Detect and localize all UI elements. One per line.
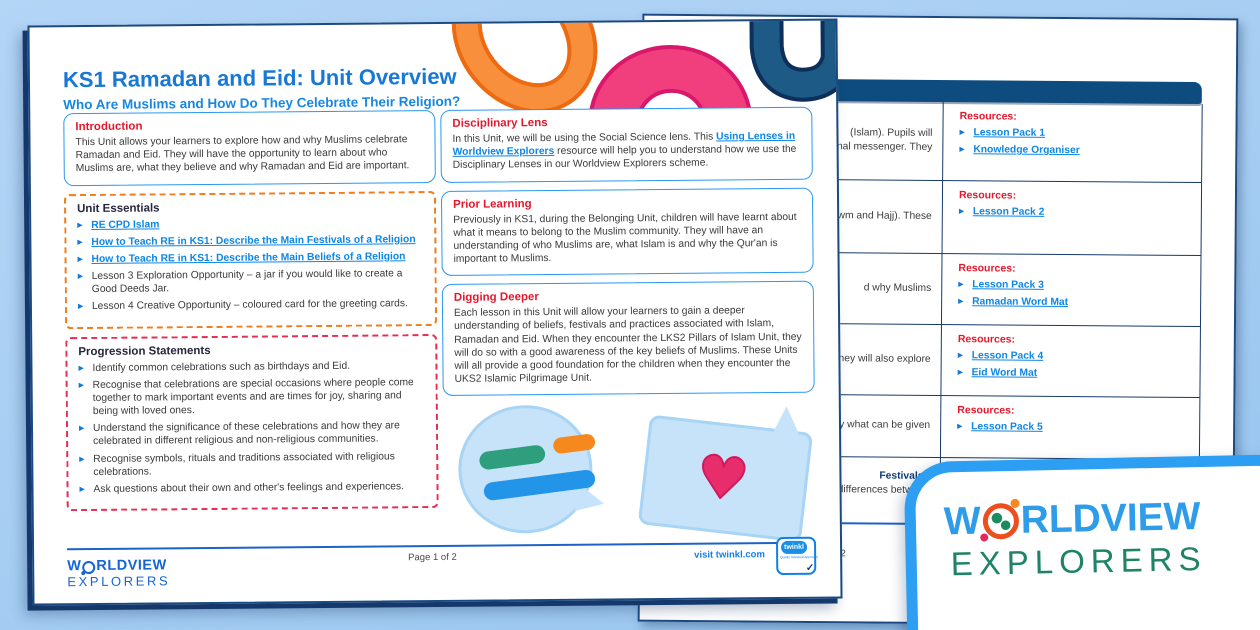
bullet-arrow-icon [78, 300, 92, 313]
disciplinary-lens-box: Disciplinary Lens In this Unit, we will … [440, 106, 813, 183]
logo-text: RLDVIEW [1020, 495, 1201, 542]
visit-twinkl-link[interactable]: visit twinkl.com [694, 549, 765, 561]
bullet-arrow-icon [78, 270, 92, 296]
introduction-box: Introduction This Unit allows your learn… [63, 109, 436, 186]
bullet-arrow-icon [79, 422, 93, 448]
progression-statements-box: Progression Statements Identify common c… [65, 333, 439, 512]
page-title: KS1 Ramadan and Eid: Unit Overview [62, 63, 457, 93]
lesson-text-fragment: (Islam). Pupils will [850, 126, 933, 139]
resources-label: Resources: [957, 404, 1015, 417]
worldview-explorers-card: W RLDVIEW EXPLORERS [903, 453, 1260, 630]
logo-text: RLDVIEW [96, 557, 167, 574]
heart-message-illustration [637, 404, 814, 543]
resources-cell: Resources: Lesson Pack 5 [941, 396, 1199, 459]
bullet-arrow-icon [78, 362, 92, 375]
progression-item: Identify common celebrations such as bir… [92, 360, 351, 374]
checkmark-icon [806, 563, 814, 574]
bubble-tail [772, 404, 809, 441]
essential-link[interactable]: RE CPD Islam [91, 218, 160, 231]
bullet-arrow-icon [77, 253, 91, 266]
logo-text: W [943, 499, 982, 544]
unit-essentials-box: Unit Essentials RE CPD Islam How to Teac… [63, 190, 438, 329]
resources-label: Resources: [958, 262, 1016, 275]
bullet-arrow-icon [77, 236, 91, 249]
bullet-arrow-icon [957, 420, 971, 433]
resource-link[interactable]: Knowledge Organiser [973, 144, 1080, 157]
introduction-body: This Unit allows your learners to explor… [75, 134, 410, 175]
resources-cell: Resources: Lesson Pack 3 Ramadan Word Ma… [942, 254, 1201, 326]
essential-item: Lesson 3 Exploration Opportunity – a jar… [91, 268, 403, 296]
resources-label: Resources: [957, 333, 1016, 346]
progression-heading: Progression Statements [78, 344, 211, 358]
bullet-arrow-icon [958, 278, 972, 291]
logo-text: EXPLORERS [67, 573, 171, 590]
resources-label: Resources: [959, 110, 1017, 123]
resource-link[interactable]: Eid Word Mat [971, 367, 1038, 379]
resources-cell: Resources: Lesson Pack 1 Knowledge Organ… [943, 102, 1202, 182]
logo-text: W [67, 558, 82, 575]
resources-label: Resources: [958, 189, 1017, 202]
document-page-1: KS1 Ramadan and Eid: Unit Overview Who A… [27, 18, 843, 606]
bubble-tail [574, 486, 607, 519]
digging-deeper-heading: Digging Deeper [453, 291, 539, 305]
essential-item: Lesson 4 Creative Opportunity – coloured… [91, 298, 408, 313]
prior-learning-box: Prior Learning Previously in KS1, during… [440, 187, 814, 277]
bullet-arrow-icon [959, 143, 973, 156]
lesson-text-fragment: d why Muslims [863, 282, 932, 294]
bullet-arrow-icon [79, 453, 93, 479]
lesson-text-fragment: . They will also explore [826, 352, 931, 365]
unit-essentials-heading: Unit Essentials [77, 201, 160, 215]
worldview-explorers-logo-small: W RLDVIEW EXPLORERS [67, 557, 170, 589]
disciplinary-body-pre: In this Unit, we will be using the Socia… [452, 131, 717, 145]
twinkl-logo: twinkl [781, 540, 808, 554]
logo-line-worldview: W RLDVIEW [943, 495, 1201, 544]
speech-bubble-illustration [457, 404, 607, 534]
resource-link[interactable]: Lesson Pack 1 [973, 127, 1046, 139]
bullet-arrow-icon [77, 219, 91, 232]
disciplinary-body: In this Unit, we will be using the Socia… [452, 130, 800, 173]
resource-link[interactable]: Lesson Pack 2 [972, 206, 1045, 218]
disciplinary-heading: Disciplinary Lens [452, 117, 548, 130]
bullet-arrow-icon [79, 483, 93, 496]
logo-line-explorers: EXPLORERS [950, 539, 1207, 583]
essential-link[interactable]: How to Teach RE in KS1: Describe the Mai… [91, 251, 406, 265]
resource-link[interactable]: Lesson Pack 3 [972, 279, 1044, 291]
right-column: Disciplinary Lens In this Unit, we will … [440, 106, 815, 404]
globe-icon [982, 502, 1020, 540]
bullet-arrow-icon [958, 295, 972, 308]
bullet-arrow-icon [79, 379, 93, 419]
lesson-text-fragment: awm and Hajj). These [831, 209, 932, 222]
left-column: Introduction This Unit allows your learn… [63, 109, 439, 519]
page-number: Page 1 of 2 [408, 551, 457, 564]
progression-item: Understand the significance of these cel… [92, 420, 400, 448]
text-pill-orange [552, 433, 597, 455]
progression-item: Recognise that celebrations are special … [92, 376, 414, 418]
bullet-arrow-icon [958, 366, 972, 379]
bullet-arrow-icon [959, 205, 973, 218]
digging-deeper-body: Each lesson in this Unit will allow your… [453, 305, 802, 385]
lesson-text-fragment: tify what can be given [831, 419, 931, 432]
twinkl-tagline: Quality Standard Approved [780, 555, 818, 560]
prior-learning-body: Previously in KS1, during the Belonging … [453, 211, 797, 265]
text-pill-green [478, 444, 547, 471]
progression-item: Recognise symbols, rituals and tradition… [93, 450, 395, 478]
resource-link[interactable]: Ramadan Word Mat [972, 296, 1069, 309]
lesson-text-fragment: final messenger. They [831, 141, 933, 153]
progression-item: Ask questions about their own and other'… [93, 481, 405, 495]
globe-icon [82, 560, 96, 574]
essential-link[interactable]: How to Teach RE in KS1: Describe the Mai… [91, 233, 416, 248]
introduction-heading: Introduction [75, 120, 143, 134]
digging-deeper-box: Digging Deeper Each lesson in this Unit … [441, 280, 815, 397]
prior-learning-heading: Prior Learning [453, 197, 532, 211]
resource-link[interactable]: Lesson Pack 5 [971, 421, 1043, 433]
heart-icon [693, 441, 752, 514]
bullet-arrow-icon [959, 126, 973, 139]
resources-cell: Resources: Lesson Pack 4 Eid Word Mat [941, 325, 1200, 397]
bullet-arrow-icon [958, 349, 972, 362]
resource-link[interactable]: Lesson Pack 4 [971, 350, 1044, 362]
resources-cell: Resources: Lesson Pack 2 [943, 181, 1202, 255]
twinkl-quality-badge: twinkl Quality Standard Approved [775, 536, 818, 576]
